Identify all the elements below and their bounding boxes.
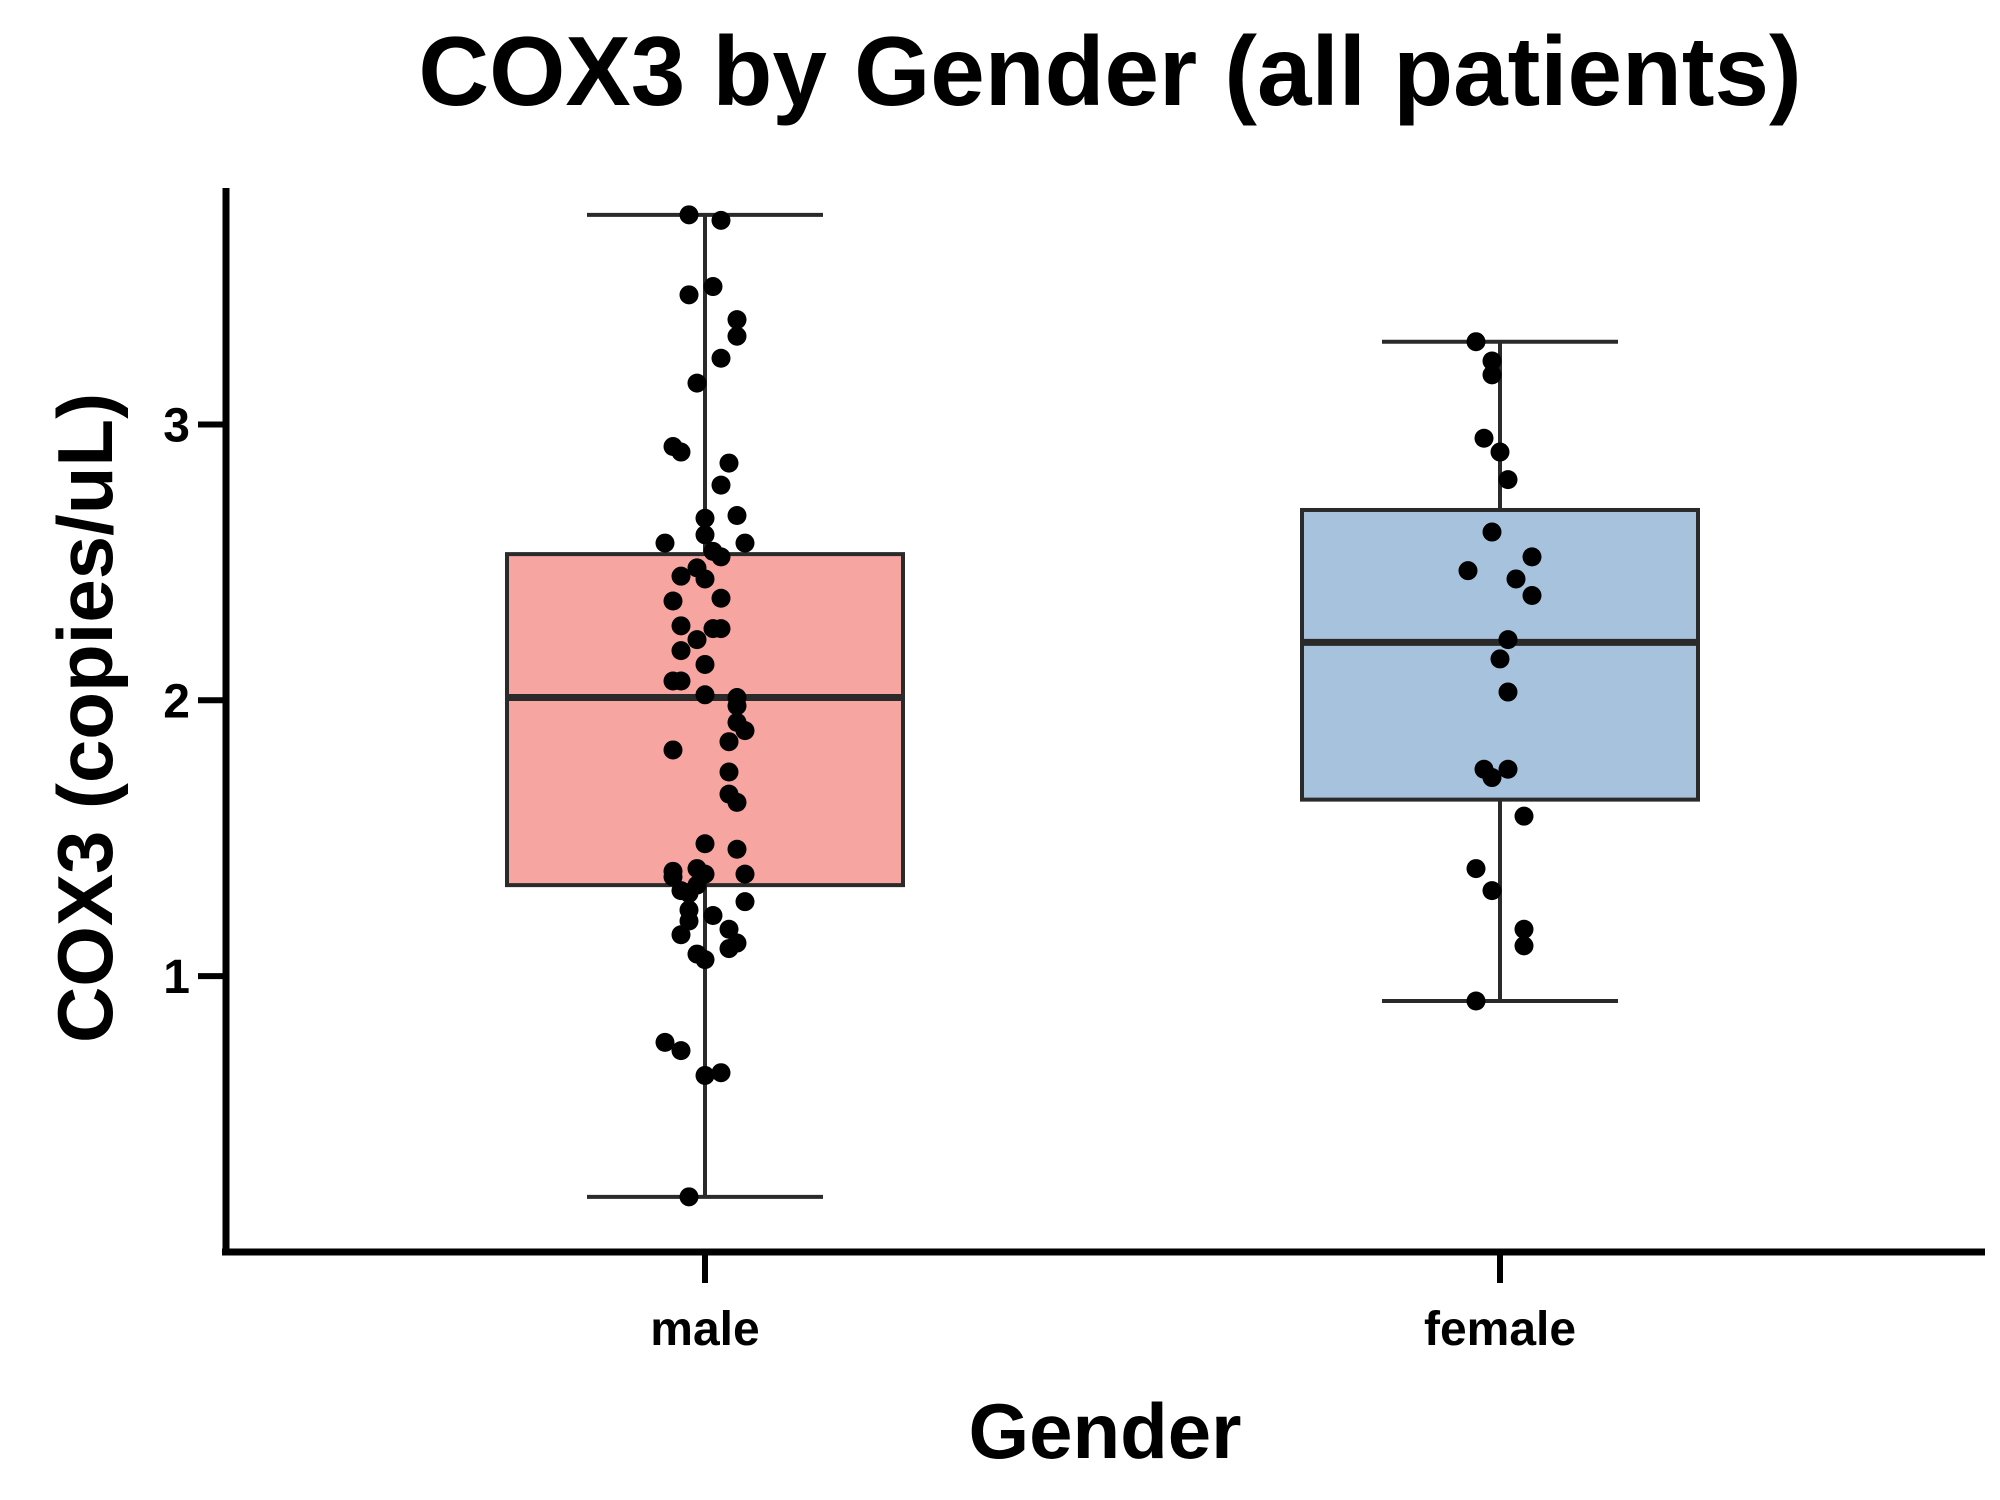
y-tick-label-2: 2 — [163, 675, 190, 728]
data-point-female — [1482, 351, 1502, 371]
data-point-male — [719, 939, 739, 959]
data-point-male — [735, 533, 755, 553]
data-point-male — [735, 892, 755, 912]
data-point-male — [671, 616, 691, 636]
data-point-male — [719, 732, 739, 752]
data-point-male — [663, 867, 683, 887]
data-point-male — [695, 508, 715, 528]
data-point-male — [671, 925, 691, 945]
data-point-male — [671, 566, 691, 586]
data-point-male — [711, 210, 731, 230]
data-point-female — [1498, 470, 1518, 490]
data-point-male — [695, 834, 715, 854]
data-point-male — [711, 547, 731, 567]
data-point-male — [671, 671, 691, 691]
data-point-male — [695, 685, 715, 705]
data-point-male — [671, 1041, 691, 1061]
data-point-female — [1482, 522, 1502, 542]
data-point-male — [711, 475, 731, 495]
data-point-female — [1490, 649, 1510, 669]
data-point-male — [711, 619, 731, 639]
data-point-male — [695, 525, 715, 545]
data-point-female — [1522, 585, 1542, 605]
data-point-female — [1514, 936, 1534, 956]
data-point-female — [1490, 442, 1510, 462]
data-point-male — [727, 326, 747, 346]
data-point-male — [727, 839, 747, 859]
chart-title: COX3 by Gender (all patients) — [418, 16, 1801, 126]
data-point-female — [1466, 332, 1486, 352]
data-point-female — [1466, 859, 1486, 879]
data-point-male — [695, 950, 715, 970]
data-point-male — [679, 883, 699, 903]
x-tick-label-female: female — [1424, 1303, 1576, 1356]
data-point-male — [695, 1065, 715, 1085]
data-point-male — [727, 792, 747, 812]
data-point-male — [679, 285, 699, 305]
box-male — [505, 212, 905, 1199]
data-point-male — [663, 591, 683, 611]
data-point-male — [679, 205, 699, 225]
y-tick-label-1: 1 — [163, 951, 190, 1004]
data-point-male — [663, 740, 683, 760]
data-point-female — [1522, 547, 1542, 567]
data-point-male — [687, 373, 707, 393]
y-axis-label: COX3 (copies/uL) — [41, 393, 129, 1043]
x-tick-label-male: male — [650, 1303, 759, 1356]
points-layer — [655, 205, 1542, 1207]
data-point-female — [1498, 682, 1518, 702]
data-point-male — [711, 588, 731, 608]
data-point-male — [735, 721, 755, 741]
data-point-male — [711, 348, 731, 368]
data-point-female — [1506, 569, 1526, 589]
data-point-male — [671, 641, 691, 661]
data-point-male — [655, 533, 675, 553]
x-ticks: male female — [650, 1255, 1576, 1356]
data-point-male — [687, 630, 707, 650]
data-point-female — [1474, 428, 1494, 448]
data-point-male — [655, 1032, 675, 1052]
y-ticks: 1 2 3 — [163, 399, 226, 1004]
y-tick-label-3: 3 — [163, 399, 190, 452]
data-point-male — [727, 310, 747, 330]
data-point-female — [1458, 561, 1478, 581]
data-point-male — [679, 911, 699, 931]
data-point-male — [695, 654, 715, 674]
data-point-female — [1498, 759, 1518, 779]
box-female — [1300, 339, 1700, 1003]
data-point-female — [1482, 881, 1502, 901]
data-point-male — [727, 696, 747, 716]
data-point-male — [727, 505, 747, 525]
data-point-female — [1498, 630, 1518, 650]
data-point-male — [719, 919, 739, 939]
data-point-male — [719, 762, 739, 782]
data-point-female — [1514, 919, 1534, 939]
x-axis-label: Gender — [968, 1387, 1241, 1475]
data-point-male — [735, 864, 755, 884]
data-point-female — [1466, 991, 1486, 1011]
data-point-female — [1514, 806, 1534, 826]
iqr-box-male — [505, 552, 905, 888]
data-point-female — [1482, 768, 1502, 788]
data-point-male — [703, 905, 723, 925]
data-point-female — [1482, 365, 1502, 385]
data-point-male — [671, 442, 691, 462]
data-point-male — [703, 277, 723, 297]
data-point-male — [695, 569, 715, 589]
data-point-male — [719, 453, 739, 473]
data-point-male — [711, 1063, 731, 1083]
data-point-male — [679, 1187, 699, 1207]
